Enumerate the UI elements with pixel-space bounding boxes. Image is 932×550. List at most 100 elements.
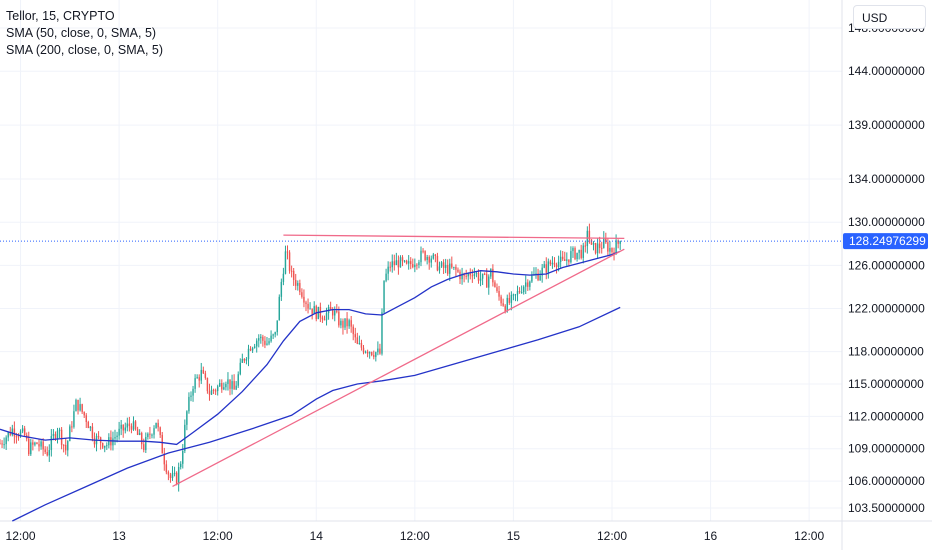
- candle-body: [438, 266, 441, 271]
- candle-body: [321, 317, 324, 320]
- candle-body: [278, 296, 281, 321]
- sma200-legend[interactable]: SMA (200, close, 0, SMA, 5): [6, 43, 164, 57]
- candle-body: [120, 424, 122, 429]
- candle-body: [159, 427, 161, 435]
- candle-body: [557, 261, 560, 268]
- candle-body: [525, 282, 527, 287]
- candle-body: [186, 411, 188, 425]
- candle-body: [428, 256, 430, 263]
- resistance-trendline[interactable]: [283, 234, 625, 240]
- candle-body: [344, 318, 346, 328]
- candle-body: [512, 294, 515, 296]
- candle-body: [169, 474, 172, 479]
- candle-body: [161, 434, 163, 454]
- candle-body: [299, 283, 301, 293]
- candle-body: [607, 242, 609, 252]
- candle-body: [251, 347, 254, 351]
- last-price-label: 128.24976299: [849, 234, 926, 248]
- candle-body: [60, 429, 63, 445]
- y-tick-label: 130.00000000: [848, 215, 925, 229]
- candle-body: [7, 431, 9, 438]
- candle-body: [397, 260, 400, 268]
- candle-body: [151, 434, 153, 436]
- candle-body: [290, 270, 293, 272]
- candle-body: [208, 391, 211, 395]
- candle-body: [138, 433, 141, 435]
- candle-body: [155, 422, 157, 429]
- candle-body: [594, 242, 597, 254]
- y-tick-label: 112.00000000: [848, 409, 924, 423]
- candle-body: [288, 252, 291, 271]
- candle-body: [539, 275, 541, 281]
- candle-body: [508, 297, 511, 303]
- candle-body: [463, 273, 465, 276]
- price-axis[interactable]: 148.00000000144.00000000139.00000000134.…: [848, 21, 925, 515]
- candle-body: [564, 259, 566, 261]
- candle-body: [83, 411, 85, 416]
- candle-body: [305, 302, 307, 304]
- candle-body: [167, 472, 170, 475]
- candle-body: [541, 267, 543, 276]
- candle-body: [114, 437, 116, 439]
- candle-body: [225, 383, 227, 388]
- candle-body: [467, 273, 469, 277]
- candle-body: [331, 309, 334, 316]
- candle-body: [582, 245, 584, 258]
- candle-body: [547, 261, 550, 273]
- y-tick-label: 126.00000000: [848, 258, 925, 272]
- candle-body: [52, 433, 55, 437]
- candle-body: [580, 249, 582, 258]
- candle-body: [163, 453, 166, 465]
- candle-body: [28, 438, 30, 455]
- candle-body: [383, 280, 385, 313]
- candle-body: [69, 426, 71, 442]
- ascending-trendline[interactable]: [172, 248, 625, 488]
- candle-body: [19, 431, 22, 437]
- candle-body: [442, 262, 445, 268]
- candle-body: [362, 347, 365, 353]
- symbol-title[interactable]: Tellor, 15, CRYPTO: [6, 9, 115, 23]
- x-tick-label: 15: [507, 529, 521, 543]
- candle-body: [576, 252, 578, 260]
- candle-body: [143, 444, 145, 451]
- candle-body: [424, 251, 426, 260]
- candle-body: [171, 473, 174, 479]
- candle-body: [436, 256, 439, 271]
- candle-body: [352, 326, 354, 335]
- candle-body: [210, 389, 213, 395]
- candle-body: [307, 303, 309, 309]
- candle-body: [124, 427, 126, 431]
- candle-body: [243, 359, 246, 361]
- candle-body: [444, 264, 447, 268]
- candle-body: [311, 308, 313, 314]
- candle-body: [570, 251, 572, 263]
- candle-body: [258, 338, 260, 341]
- candle-body: [15, 436, 18, 438]
- candle-body: [255, 340, 258, 347]
- x-tick-label: 12:00: [794, 529, 824, 543]
- candle-body: [106, 445, 108, 447]
- candle-body: [553, 262, 556, 265]
- candle-body: [276, 320, 278, 333]
- y-tick-label: 103.50000000: [848, 501, 925, 515]
- candle-body: [77, 399, 79, 411]
- candle-body: [615, 240, 617, 255]
- time-axis[interactable]: 12:00 13 12:00 14 12:00 15 12:00 16 12:00: [6, 529, 825, 543]
- candle-body: [309, 308, 311, 310]
- candle-body: [566, 259, 568, 261]
- sma50-legend[interactable]: SMA (50, close, 0, SMA, 5): [6, 26, 157, 40]
- candle-body: [173, 472, 176, 474]
- sma50-line: [0, 250, 621, 446]
- currency-button[interactable]: USD: [853, 5, 926, 29]
- candle-body: [545, 264, 547, 273]
- candle-body: [30, 442, 32, 455]
- candle-body: [5, 437, 7, 445]
- candle-body: [426, 256, 428, 260]
- chart-legend: Tellor, 15, CRYPTO SMA (50, close, 0, SM…: [6, 8, 163, 59]
- candle-body: [504, 305, 506, 312]
- candle-body: [0, 443, 1, 445]
- candle-body: [101, 442, 104, 448]
- candle-body: [584, 245, 587, 247]
- candle-body: [479, 278, 482, 281]
